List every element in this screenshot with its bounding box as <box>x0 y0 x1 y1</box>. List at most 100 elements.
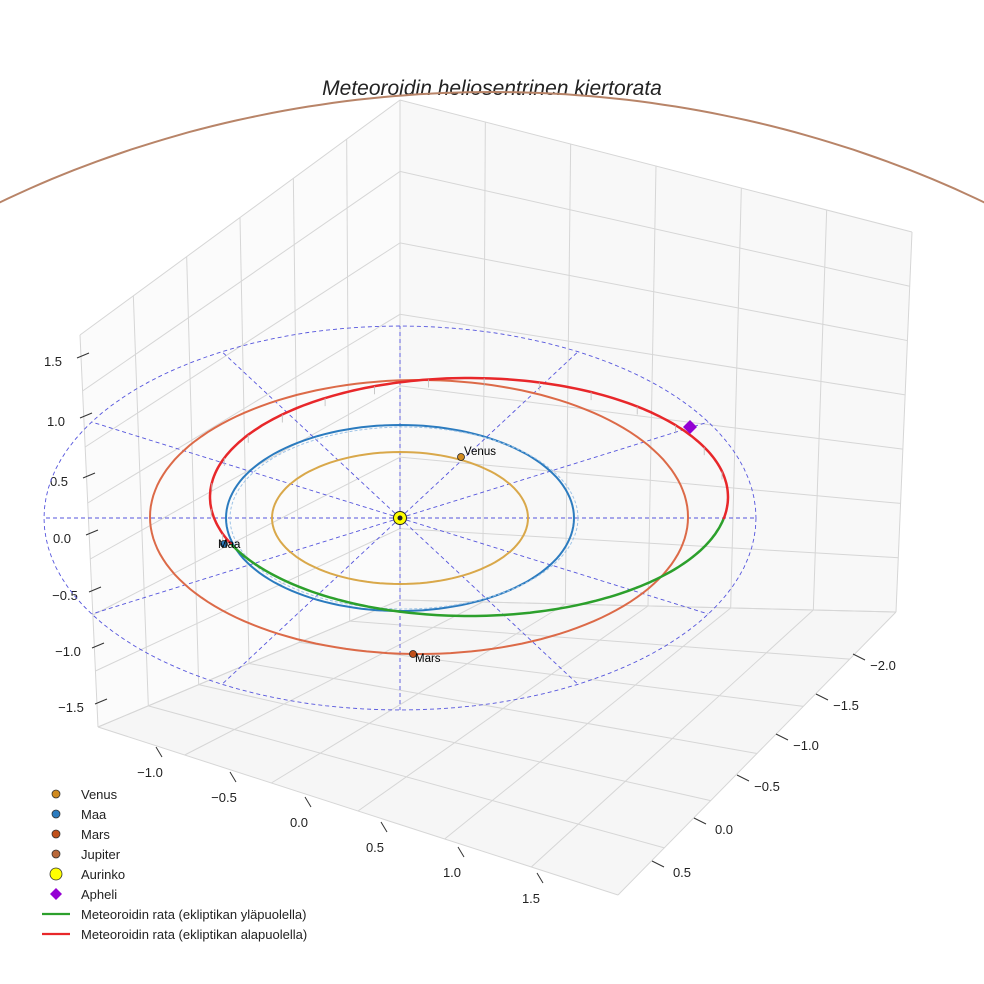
legend-label: Jupiter <box>81 846 121 862</box>
y-tick-mark <box>815 693 829 701</box>
x-tick-label: 0.5 <box>366 840 384 855</box>
grid-line <box>730 187 742 609</box>
grid-line <box>79 99 913 336</box>
z-tick-label: −1.0 <box>55 644 81 659</box>
grid-line <box>895 231 913 613</box>
legend-swatch <box>51 829 61 839</box>
legend-item: Meteoroidin rata (ekliptikan yläpuolella… <box>36 904 366 924</box>
z-tick-label: −0.5 <box>52 588 78 603</box>
meteoroid-orbit-below <box>208 376 730 546</box>
legend-label: Apheli <box>81 886 118 902</box>
meteoroid-orbit-above <box>230 518 725 618</box>
x-tick-label: 1.0 <box>443 865 461 880</box>
mars-label: Mars <box>415 653 441 665</box>
grid-line <box>84 242 908 448</box>
grid-line <box>82 170 910 392</box>
grid-line <box>186 256 200 685</box>
y-tick-mark <box>693 817 707 825</box>
grid-line <box>90 385 903 560</box>
ecliptic-spoke <box>399 517 709 615</box>
legend-swatch <box>51 809 61 819</box>
grid-line <box>812 209 828 611</box>
z-tick-label: 1.0 <box>47 414 65 429</box>
legend-key <box>36 884 76 904</box>
legend-label: Aurinko <box>81 866 126 882</box>
back-right-pane <box>400 100 912 612</box>
z-tick-mark <box>91 642 105 649</box>
axis-ticks: 1.5 1.0 0.5 0.0 −0.5 −1.0 −1.5 −1.0 −0.5 0.0 0.5 1.… <box>44 352 896 906</box>
jupiter-orbit <box>0 90 984 204</box>
y-tick-mark <box>852 653 866 661</box>
x-tick-mark <box>457 846 465 858</box>
grid-line <box>530 609 814 868</box>
mars-marker <box>409 650 417 658</box>
venus-orbit <box>270 450 529 586</box>
y-tick-label: 0.5 <box>673 865 691 880</box>
legend-swatch <box>50 888 62 900</box>
legend-item: Mars <box>36 824 366 844</box>
x-tick-label: 1.5 <box>522 891 540 906</box>
legend-label: Venus <box>81 786 118 802</box>
z-tick-label: −1.5 <box>58 700 84 715</box>
venus-marker <box>457 453 465 461</box>
legend-key <box>36 804 76 824</box>
y-tick-mark <box>775 733 789 741</box>
z-tick-mark <box>79 412 93 419</box>
axis-panes <box>79 99 913 896</box>
markers: Venus Maa Mars <box>218 420 697 665</box>
legend-key <box>36 864 76 884</box>
legend-label: Meteoroidin rata (ekliptikan yläpuolella… <box>81 906 307 922</box>
legend-swatch <box>51 789 61 799</box>
y-tick-label: 0.0 <box>715 822 733 837</box>
ecliptic-circle <box>43 325 757 711</box>
z-tick-mark <box>88 586 102 593</box>
earth-orbit <box>224 423 575 613</box>
ecliptic-spoke <box>221 517 401 685</box>
mars-orbit <box>148 378 689 656</box>
grid-line <box>399 599 897 613</box>
z-tick-mark <box>82 472 96 479</box>
x-tick-mark <box>380 821 388 833</box>
z-tick-mark <box>76 352 90 359</box>
y-tick-mark <box>651 860 665 868</box>
legend-item: Venus <box>36 784 366 804</box>
ecliptic-spoke <box>399 421 709 519</box>
legend-key <box>36 824 76 844</box>
z-tick-mark <box>85 529 99 536</box>
grid-line <box>617 611 897 896</box>
venus-label: Venus <box>464 446 496 458</box>
grid-line <box>292 178 300 643</box>
sun-core <box>397 515 403 521</box>
earth-label: Maa <box>218 539 241 551</box>
x-tick-label: −1.0 <box>137 765 163 780</box>
legend-item: Aurinko <box>36 864 366 884</box>
earth-orbit-ghost <box>229 426 579 610</box>
orbits <box>0 90 984 656</box>
grid-line <box>79 334 99 728</box>
x-tick-mark <box>536 872 544 884</box>
ecliptic-spoke <box>399 517 579 685</box>
x-tick-mark <box>155 746 163 758</box>
legend-label: Meteoroidin rata (ekliptikan alapuolella… <box>81 926 308 942</box>
y-tick-label: −2.0 <box>870 658 896 673</box>
earth-marker <box>220 540 228 548</box>
grid-line <box>564 143 572 605</box>
legend-item: Maa <box>36 804 366 824</box>
x-tick-mark <box>229 771 237 783</box>
z-tick-label: 1.5 <box>44 354 62 369</box>
grid-line <box>647 165 657 607</box>
legend-key <box>36 784 76 804</box>
x-tick-label: 0.0 <box>290 815 308 830</box>
z-tick-mark <box>94 698 108 705</box>
ecliptic-spoke <box>221 351 401 519</box>
legend-item: Meteoroidin rata (ekliptikan alapuolella… <box>36 924 366 944</box>
z-tick-label: 0.5 <box>50 474 68 489</box>
legend-swatch <box>51 849 61 859</box>
x-tick-mark <box>304 796 312 808</box>
grid-line <box>132 295 149 706</box>
legend-label: Mars <box>81 826 110 842</box>
grid-line <box>92 456 901 616</box>
y-tick-label: −1.5 <box>833 698 859 713</box>
ecliptic-spoke <box>91 421 401 519</box>
